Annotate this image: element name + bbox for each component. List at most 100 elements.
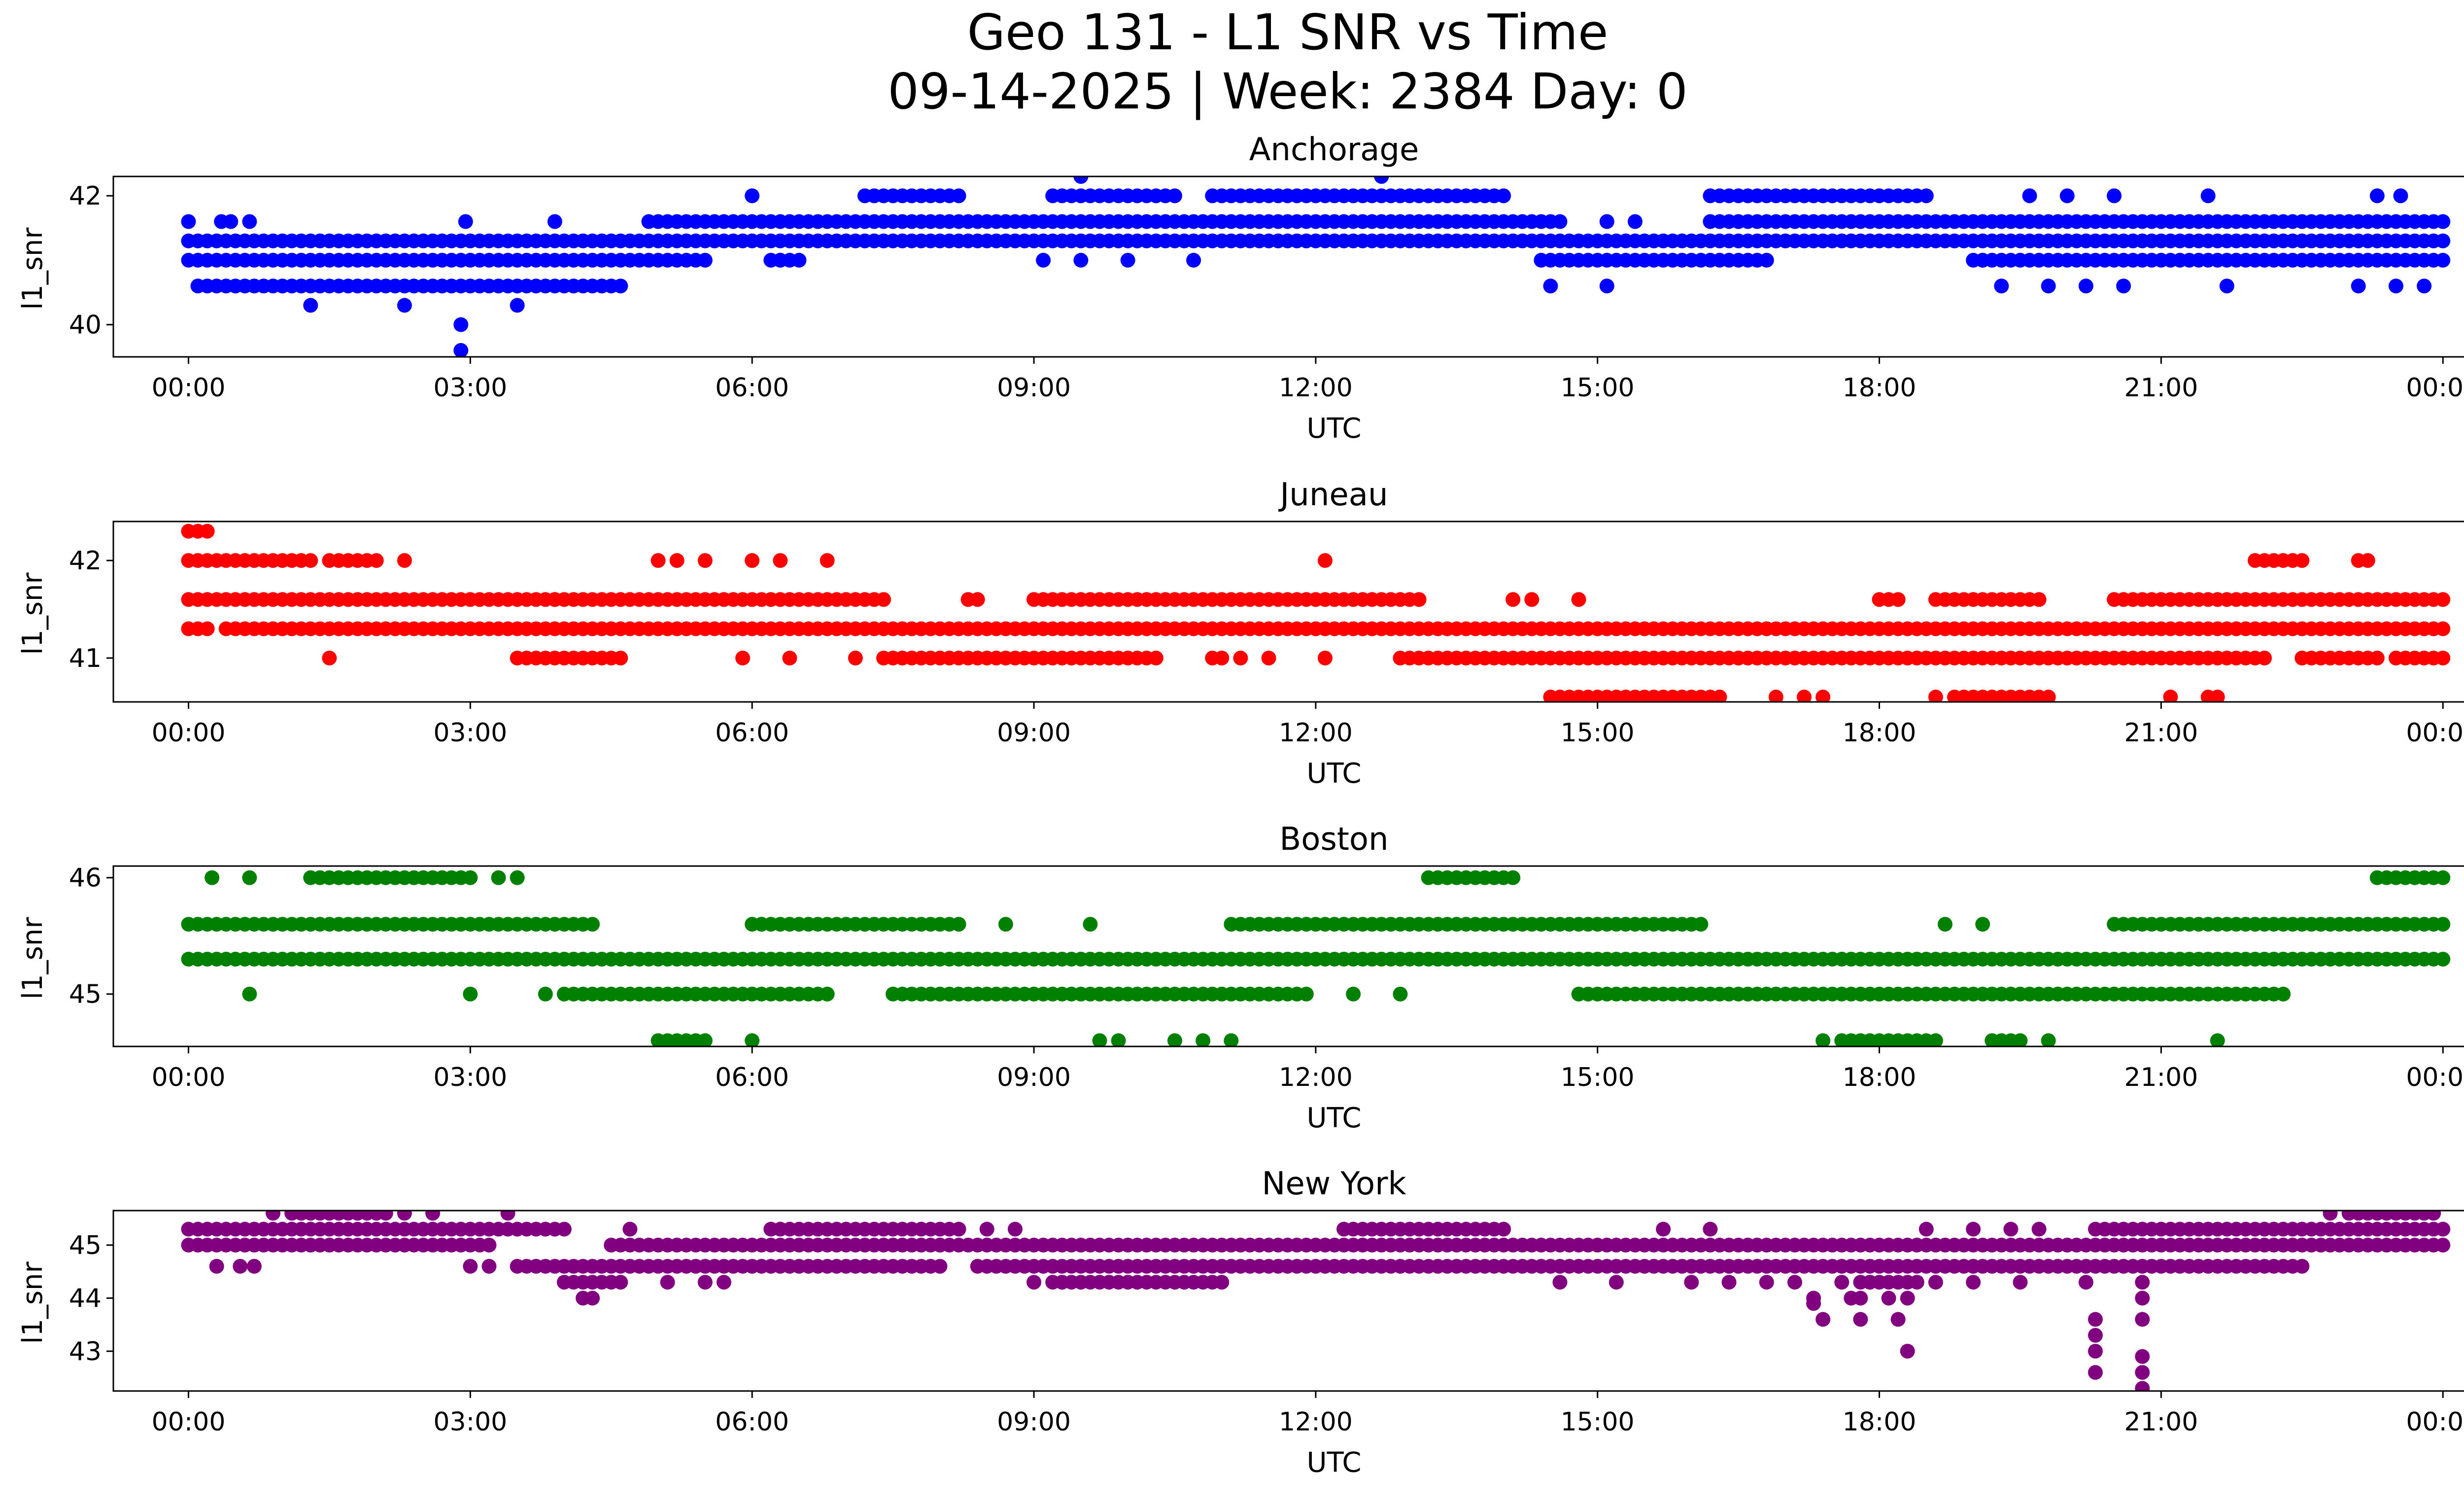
data-point (2059, 188, 2075, 204)
x-axis-label: UTC (1306, 413, 1361, 445)
data-point (425, 1211, 441, 1221)
data-point (2116, 278, 2131, 294)
x-tick-label: 18:00 (1843, 718, 1916, 748)
data-point (266, 1211, 281, 1221)
data-point (2088, 1327, 2103, 1343)
x-tick-label: 03:00 (433, 1407, 507, 1437)
data-point (1543, 278, 1558, 294)
y-axis-label: l1_snr (17, 1261, 49, 1344)
data-point (1214, 1275, 1230, 1290)
data-point (848, 650, 863, 665)
x-tick-label: 12:00 (1279, 718, 1353, 748)
data-point (1374, 176, 1389, 184)
data-point (998, 917, 1013, 932)
y-tick-label: 45 (69, 1231, 102, 1260)
data-point (1346, 986, 1361, 1002)
x-tick-label: 03:00 (433, 373, 507, 403)
axes-frame (112, 521, 2464, 703)
data-point (510, 870, 525, 885)
data-point (510, 298, 525, 313)
data-point (500, 1211, 515, 1221)
data-point (1881, 1290, 1896, 1306)
data-point (538, 986, 553, 1002)
data-point (1036, 252, 1051, 268)
data-point (2369, 650, 2385, 665)
data-point (1768, 690, 1783, 702)
x-tick-label: 12:00 (1279, 1063, 1353, 1092)
data-point (458, 214, 473, 229)
data-point (1834, 1033, 1849, 1046)
data-point (951, 1221, 966, 1237)
data-point (820, 553, 835, 568)
data-points (181, 870, 2451, 1046)
data-point (1900, 1344, 1915, 1359)
y-tick-label: 40 (69, 311, 102, 340)
data-point (1411, 592, 1427, 607)
data-point (378, 1211, 393, 1221)
x-tick-label: 21:00 (2124, 373, 2198, 403)
data-point (697, 1033, 713, 1046)
data-point (1693, 917, 1709, 932)
data-point (2041, 1033, 2056, 1046)
data-point (2435, 592, 2451, 607)
data-point (932, 1259, 948, 1274)
x-tick-label: 03:00 (433, 718, 507, 748)
data-point (1148, 650, 1164, 665)
data-point (622, 1221, 638, 1237)
data-point (303, 553, 318, 568)
data-point (397, 298, 412, 313)
data-point (397, 553, 412, 568)
y-axis-label: l1_snr (17, 572, 49, 655)
data-point (2435, 621, 2451, 636)
data-point (2088, 1344, 2103, 1359)
data-point (1196, 1033, 1211, 1046)
data-point (2078, 1275, 2093, 1290)
data-point (1890, 1312, 1906, 1327)
data-point (2388, 278, 2403, 294)
data-point (453, 317, 469, 332)
x-tick-label: 00:00 (152, 373, 226, 403)
data-point (1966, 1275, 1981, 1290)
data-point (1928, 1275, 1943, 1290)
data-point (1599, 278, 1614, 294)
data-point (1759, 1275, 1774, 1290)
data-point (2276, 986, 2291, 1002)
x-tick-label: 21:00 (2124, 1407, 2198, 1437)
data-point (735, 650, 751, 665)
x-tick-label: 18:00 (1843, 373, 1916, 403)
y-axis-label: l1_snr (17, 917, 49, 1000)
x-axis-label: UTC (1306, 758, 1361, 790)
data-point (1073, 252, 1089, 268)
data-point (951, 917, 966, 932)
data-point (1167, 188, 1182, 204)
data-point (613, 278, 628, 294)
data-point (1815, 690, 1831, 702)
data-point (2341, 1211, 2357, 1221)
data-point (1120, 252, 1135, 268)
data-point (1815, 1312, 1831, 1327)
x-axis-label: UTC (1306, 1447, 1361, 1479)
data-point (303, 298, 318, 313)
data-point (242, 214, 257, 229)
data-point (697, 252, 713, 268)
data-point (669, 553, 684, 568)
x-tick-label: 18:00 (1843, 1407, 1916, 1437)
data-point (181, 214, 196, 229)
data-point (1656, 1221, 1671, 1237)
data-point (1496, 1221, 1511, 1237)
data-point (1684, 1275, 1699, 1290)
data-point (801, 917, 816, 932)
x-tick-label: 15:00 (1561, 1407, 1635, 1437)
data-point (1092, 1033, 1107, 1046)
data-point (2210, 1033, 2225, 1046)
x-tick-label: 06:00 (715, 718, 789, 748)
data-point (1806, 1296, 1821, 1311)
data-point (1627, 214, 1643, 229)
axes-frame (112, 175, 2464, 358)
data-point (820, 986, 835, 1002)
data-point (1233, 650, 1248, 665)
data-point (547, 214, 562, 229)
data-point (369, 553, 384, 568)
data-point (2417, 278, 2432, 294)
data-point (1890, 592, 1906, 607)
